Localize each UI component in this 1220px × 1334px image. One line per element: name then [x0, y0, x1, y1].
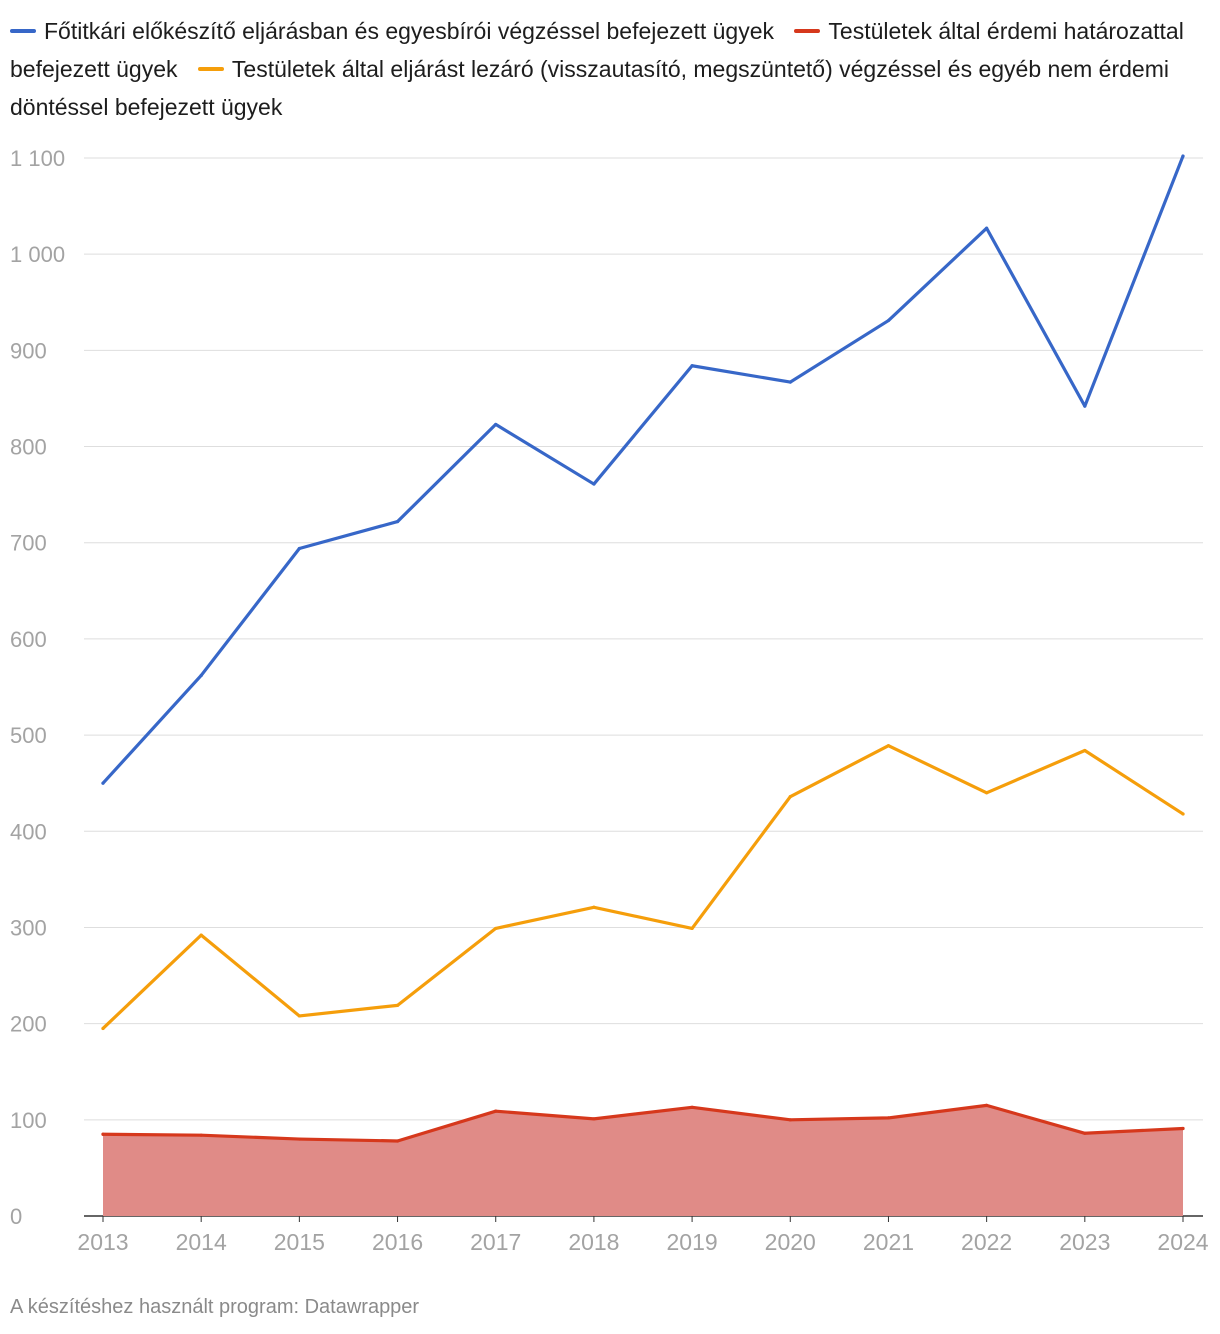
legend-label-series-2: Testületek által érdemi határozattal bef…	[10, 18, 1184, 82]
data-point-series-3	[297, 1014, 301, 1018]
data-point-series-1	[1083, 404, 1087, 408]
data-point-series-3	[788, 795, 792, 799]
data-point-series-2	[1083, 1131, 1087, 1135]
footer-credit: A készítéshez használt program: Datawrap…	[10, 1296, 420, 1318]
y-tick-label: 600	[10, 627, 47, 652]
y-tick-label: 800	[10, 435, 47, 460]
data-point-series-1	[1181, 154, 1185, 158]
data-point-series-1	[592, 482, 596, 486]
data-point-series-1	[690, 364, 694, 368]
y-tick-label: 700	[10, 531, 47, 556]
data-point-series-3	[1181, 812, 1185, 816]
data-point-series-1	[886, 318, 891, 323]
data-point-series-3	[494, 926, 498, 931]
series-line-2	[101, 1103, 1185, 1143]
legend-item-series-1: Főtitkári előkészítő eljárásban és egyes…	[10, 18, 788, 44]
x-tick-label: 2024	[1157, 1229, 1208, 1255]
data-point-series-1	[494, 422, 498, 427]
data-point-series-2	[592, 1117, 596, 1121]
data-point-series-2	[101, 1132, 105, 1136]
data-point-series-2	[886, 1116, 891, 1120]
legend-swatch-series-3	[197, 66, 224, 71]
y-tick-label: 500	[10, 723, 47, 748]
data-point-series-3	[690, 926, 694, 931]
data-point-series-2	[788, 1118, 792, 1122]
x-tick-label: 2019	[667, 1229, 718, 1255]
data-point-series-3	[886, 744, 891, 748]
data-point-series-1	[297, 546, 301, 551]
legend-label-series-3: Testületek által eljárást lezáró (vissza…	[10, 56, 1169, 120]
x-tick-label: 2017	[470, 1229, 521, 1255]
y-tick-label: 900	[10, 338, 47, 363]
x-tick-label: 2016	[372, 1229, 423, 1255]
series-line-3	[101, 744, 1185, 1031]
y-tick-label: 200	[10, 1012, 47, 1037]
x-tick-label: 2013	[77, 1229, 128, 1255]
y-tick-label: 300	[10, 915, 47, 940]
x-tick-label: 2014	[176, 1229, 227, 1255]
data-point-series-2	[395, 1139, 400, 1143]
data-point-series-1	[788, 380, 792, 384]
data-point-series-3	[199, 933, 203, 937]
data-point-series-1	[985, 226, 989, 230]
x-tick-label: 2022	[961, 1229, 1012, 1255]
legend-item-series-3: Testületek által eljárást lezáró (vissza…	[10, 56, 1169, 120]
data-point-series-2	[1181, 1126, 1185, 1131]
y-tick-label: 100	[10, 1108, 47, 1133]
data-point-series-2	[199, 1133, 203, 1137]
legend-item-series-2: Testületek által érdemi határozattal bef…	[10, 18, 1184, 82]
data-point-series-2	[985, 1103, 989, 1107]
data-point-series-2	[297, 1137, 301, 1141]
y-tick-label: 0	[10, 1204, 22, 1229]
x-tick-label: 2021	[863, 1229, 914, 1255]
x-tick-label: 2023	[1059, 1229, 1110, 1255]
legend: Főtitkári előkészítő eljárásban és egyes…	[10, 12, 1210, 126]
data-point-series-3	[985, 791, 989, 795]
series-line-1	[101, 154, 1185, 785]
data-point-series-3	[1083, 748, 1087, 753]
data-point-series-2	[494, 1109, 498, 1113]
data-point-series-1	[101, 781, 105, 785]
y-tick-label: 400	[10, 819, 47, 844]
data-point-series-3	[395, 1003, 400, 1007]
legend-swatch-series-2	[794, 28, 821, 33]
data-point-series-3	[101, 1026, 105, 1031]
legend-swatch-series-1	[10, 28, 36, 33]
x-tick-label: 2020	[765, 1229, 816, 1255]
y-tick-label: 1 000	[10, 242, 65, 267]
data-point-series-3	[592, 905, 596, 909]
legend-label-series-1: Főtitkári előkészítő eljárásban és egyes…	[44, 18, 775, 44]
data-point-series-1	[199, 673, 203, 678]
x-tick-label: 2015	[274, 1229, 325, 1255]
y-tick-label: 1 100	[10, 146, 65, 171]
data-point-series-1	[395, 519, 400, 524]
x-tick-label: 2018	[568, 1229, 619, 1255]
series-area-2	[103, 1105, 1183, 1216]
data-point-series-2	[690, 1105, 694, 1109]
